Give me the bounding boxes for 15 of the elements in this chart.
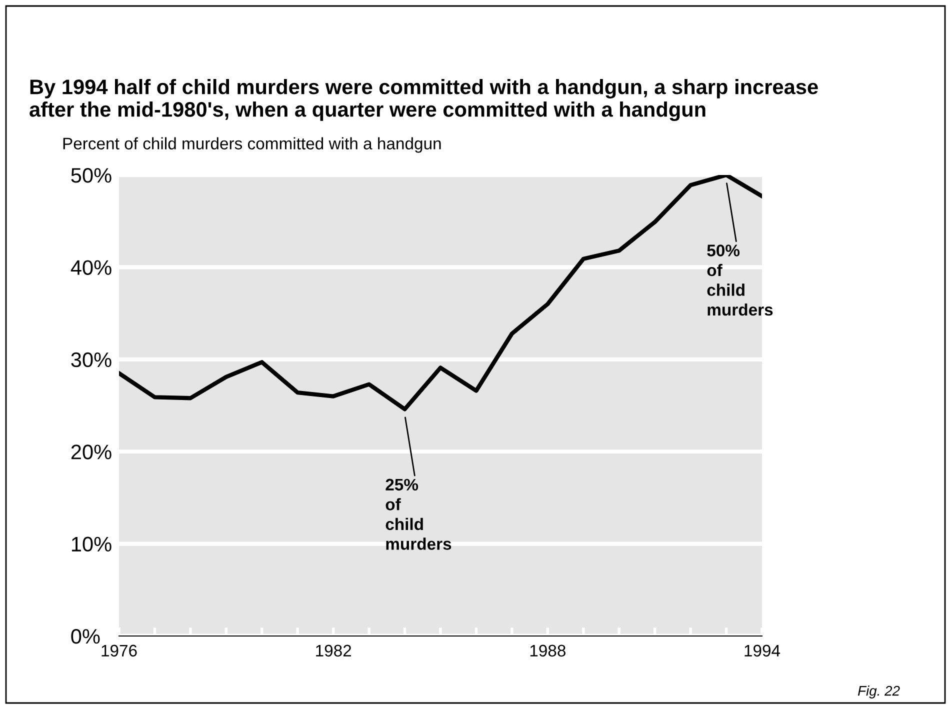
annotation: 25% of child murders — [386, 478, 452, 550]
x-tick-label: 1976 — [102, 644, 137, 657]
y-tick-label: 40% — [70, 260, 112, 275]
x-tick-label: 1982 — [316, 644, 352, 657]
x-tick-label: 1994 — [744, 644, 780, 657]
y-tick-label: 20% — [71, 444, 112, 460]
y-tick-label: 10% — [72, 536, 112, 552]
caption: Fig. 22 — [858, 686, 900, 698]
x-tick-label: 1988 — [530, 644, 566, 657]
y-axis-title: Percent of child murders committed with a handgun — [63, 137, 441, 153]
y-tick-label: 50% — [71, 168, 112, 183]
y-tick-label: 0% — [71, 629, 100, 644]
annotation: 50% of child murders — [707, 244, 773, 316]
y-tick-label: 30% — [71, 352, 112, 368]
chart-title: By 1994 half of child murders were committed with a handgun, a sharp increase after the mid-1980's, when a quarter were committed with a handgun — [30, 78, 818, 122]
